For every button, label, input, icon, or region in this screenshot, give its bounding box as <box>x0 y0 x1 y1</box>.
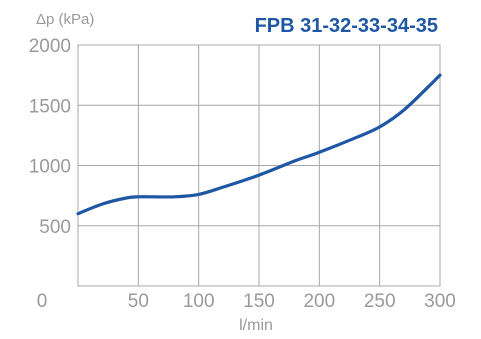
y-tick-label: 500 <box>39 217 71 238</box>
y-tick-labels: 500 1000 1500 2000 <box>29 36 71 238</box>
plot-frame <box>77 44 441 287</box>
y-tick-label: 2000 <box>29 36 71 57</box>
x-axis-label: l/min <box>239 317 273 334</box>
x-tick-label: 0 <box>37 291 48 312</box>
x-tick-label: 100 <box>183 291 215 312</box>
x-tick-label: 200 <box>303 291 335 312</box>
grid-lines <box>78 45 440 286</box>
chart-title: FPB 31-32-33-34-35 <box>255 15 438 37</box>
y-axis-label: Δp (kPa) <box>36 11 94 28</box>
x-tick-label: 150 <box>243 291 275 312</box>
y-tick-label: 1000 <box>29 157 71 178</box>
x-tick-labels: 0 50 100 150 200 250 300 <box>37 291 456 312</box>
series-line <box>76 73 442 216</box>
y-tick-label: 1500 <box>29 96 71 117</box>
x-tick-label: 300 <box>424 291 456 312</box>
x-tick-label: 50 <box>128 291 149 312</box>
x-tick-label: 250 <box>364 291 396 312</box>
